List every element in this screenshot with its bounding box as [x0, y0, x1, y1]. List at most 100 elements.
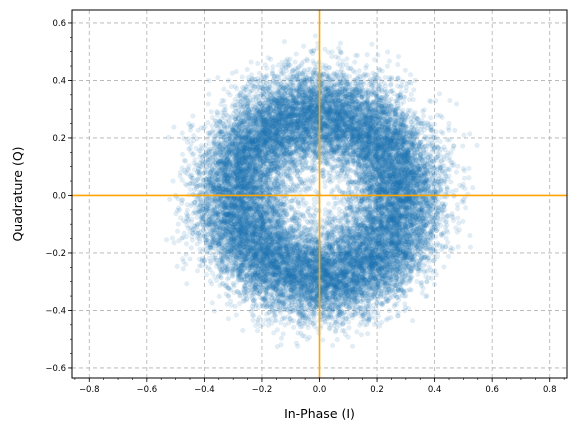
- scatter-point: [282, 121, 288, 127]
- scatter-point: [267, 113, 273, 119]
- scatter-point: [345, 309, 351, 316]
- scatter-point: [453, 169, 460, 175]
- scatter-point: [334, 337, 340, 343]
- scatter-point: [263, 251, 269, 257]
- scatter-point: [175, 228, 181, 234]
- scatter-point: [334, 275, 340, 281]
- scatter-point: [332, 317, 339, 324]
- scatter-point: [250, 138, 256, 144]
- scatter-point: [171, 240, 177, 246]
- scatter-point: [362, 162, 368, 168]
- scatter-point: [250, 317, 256, 323]
- scatter-point: [310, 178, 317, 184]
- scatter-point: [455, 215, 461, 221]
- scatter-point: [410, 318, 416, 324]
- scatter-point: [385, 49, 391, 55]
- scatter-point: [292, 59, 298, 65]
- scatter-point: [325, 258, 331, 264]
- scatter-point: [397, 185, 403, 191]
- scatter-point: [232, 238, 238, 244]
- scatter-point: [356, 287, 362, 293]
- scatter-point: [270, 64, 276, 70]
- scatter-point: [261, 138, 267, 144]
- scatter-point: [215, 75, 221, 81]
- scatter-point: [240, 327, 246, 334]
- scatter-point: [363, 118, 369, 124]
- scatter-point: [180, 151, 186, 157]
- scatter-point: [382, 96, 388, 102]
- scatter-point: [227, 162, 233, 169]
- scatter-point: [281, 254, 287, 260]
- scatter-point: [337, 288, 343, 294]
- scatter-point: [400, 278, 406, 284]
- scatter-point: [259, 122, 265, 128]
- scatter-point: [259, 222, 265, 228]
- scatter-point: [206, 91, 212, 97]
- scatter-point: [303, 109, 309, 115]
- scatter-points: [164, 33, 480, 350]
- scatter-point: [225, 316, 231, 322]
- scatter-point: [474, 142, 480, 148]
- scatter-point: [373, 142, 379, 148]
- scatter-point: [212, 135, 218, 141]
- scatter-point: [254, 263, 260, 269]
- scatter-point: [279, 237, 285, 243]
- scatter-point: [239, 140, 245, 147]
- scatter-point: [225, 77, 232, 83]
- scatter-point: [369, 41, 375, 47]
- scatter-point: [367, 269, 373, 275]
- scatter-point: [250, 184, 256, 190]
- scatter-point: [203, 164, 210, 170]
- scatter-point: [274, 283, 280, 289]
- scatter-point: [440, 130, 446, 136]
- scatter-point: [329, 53, 335, 60]
- scatter-point: [395, 62, 401, 68]
- scatter-point: [180, 266, 186, 272]
- scatter-point: [194, 268, 201, 274]
- scatter-point: [311, 201, 317, 207]
- scatter-point: [455, 163, 461, 169]
- scatter-point: [273, 176, 279, 182]
- scatter-point: [372, 57, 378, 63]
- scatter-point: [300, 273, 306, 279]
- scatter-point: [338, 150, 344, 156]
- scatter-point: [184, 281, 190, 287]
- scatter-point: [461, 132, 467, 138]
- scatter-point: [345, 127, 351, 133]
- scatter-point: [278, 292, 285, 298]
- scatter-point: [400, 134, 406, 140]
- scatter-point: [283, 132, 289, 138]
- scatter-point: [470, 185, 476, 191]
- scatter-point: [188, 245, 194, 251]
- scatter-point: [267, 285, 273, 291]
- scatter-point: [451, 143, 457, 149]
- scatter-point: [296, 278, 302, 284]
- scatter-point: [365, 241, 371, 247]
- scatter-point: [460, 143, 466, 149]
- scatter-point: [281, 39, 287, 45]
- scatter-point: [288, 86, 294, 92]
- scatter-point: [389, 122, 395, 129]
- scatter-point: [171, 124, 177, 130]
- scatter-point: [403, 88, 409, 94]
- scatter-point: [273, 283, 279, 289]
- scatter-point: [227, 298, 234, 304]
- scatter-point: [240, 262, 246, 268]
- scatter-point: [267, 129, 273, 135]
- scatter-point: [294, 162, 300, 168]
- scatter-point: [385, 207, 391, 213]
- scatter-point: [427, 188, 433, 194]
- scatter-point: [384, 254, 390, 260]
- scatter-point: [300, 122, 306, 128]
- scatter-point: [322, 184, 328, 190]
- scatter-point: [394, 247, 401, 253]
- scatter-point: [389, 237, 395, 243]
- scatter-point: [242, 172, 248, 178]
- scatter-point: [244, 66, 250, 73]
- scatter-point: [325, 201, 332, 207]
- scatter-point: [352, 59, 358, 65]
- scatter-point: [363, 134, 369, 140]
- scatter-point: [361, 144, 367, 151]
- scatter-point: [408, 91, 414, 97]
